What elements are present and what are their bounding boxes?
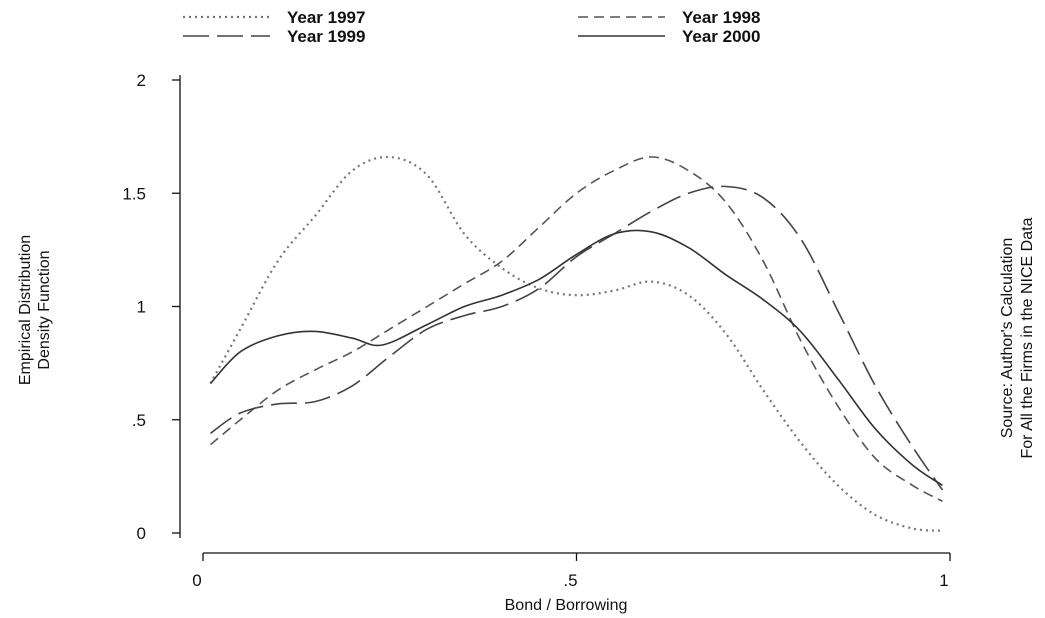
x-tick-label: 0 bbox=[192, 571, 201, 590]
series-line-year-1997 bbox=[209, 155, 943, 532]
y-tick-label: 0 bbox=[137, 524, 146, 543]
y-axis-title: Empirical Distribution Density Function bbox=[17, 235, 53, 385]
x-tick-label: .5 bbox=[563, 571, 577, 590]
y-tick-label: 2 bbox=[137, 71, 146, 90]
x-tick-label: 1 bbox=[939, 571, 948, 590]
y-axis-title-line-2: Density Function bbox=[36, 250, 53, 369]
axes: 0.511.52 0.5 1 bbox=[122, 71, 951, 590]
legend-label: Year 1999 bbox=[287, 27, 365, 46]
legend-label: Year 1997 bbox=[287, 8, 365, 27]
legend: Year 1997 Year 1998 Year 1999 Year 2000 bbox=[183, 8, 760, 46]
series-line-year-2000 bbox=[209, 229, 943, 487]
y-tick-label: 1.5 bbox=[122, 184, 146, 203]
series-line-year-1999 bbox=[210, 185, 944, 491]
legend-label: Year 1998 bbox=[682, 8, 760, 27]
source-note-line-1: Source: Author's Calculation bbox=[999, 238, 1016, 439]
x-ticks: 0.5 1 bbox=[192, 553, 951, 590]
y-tick-label: 1 bbox=[137, 298, 146, 317]
x-axis-title: Bond / Borrowing bbox=[505, 597, 628, 614]
series-line-year-1998 bbox=[209, 156, 943, 503]
series-layer bbox=[209, 155, 944, 532]
source-note-line-2: For All the Firms in the NICE Data bbox=[1019, 217, 1036, 458]
source-note: Source: Author's Calculation For All the… bbox=[999, 217, 1036, 458]
y-tick-label: .5 bbox=[132, 411, 146, 430]
legend-label: Year 2000 bbox=[682, 27, 760, 46]
y-axis-title-line-1: Empirical Distribution bbox=[17, 235, 34, 385]
y-ticks: 0 .5 1 1.5 2 bbox=[122, 71, 180, 543]
